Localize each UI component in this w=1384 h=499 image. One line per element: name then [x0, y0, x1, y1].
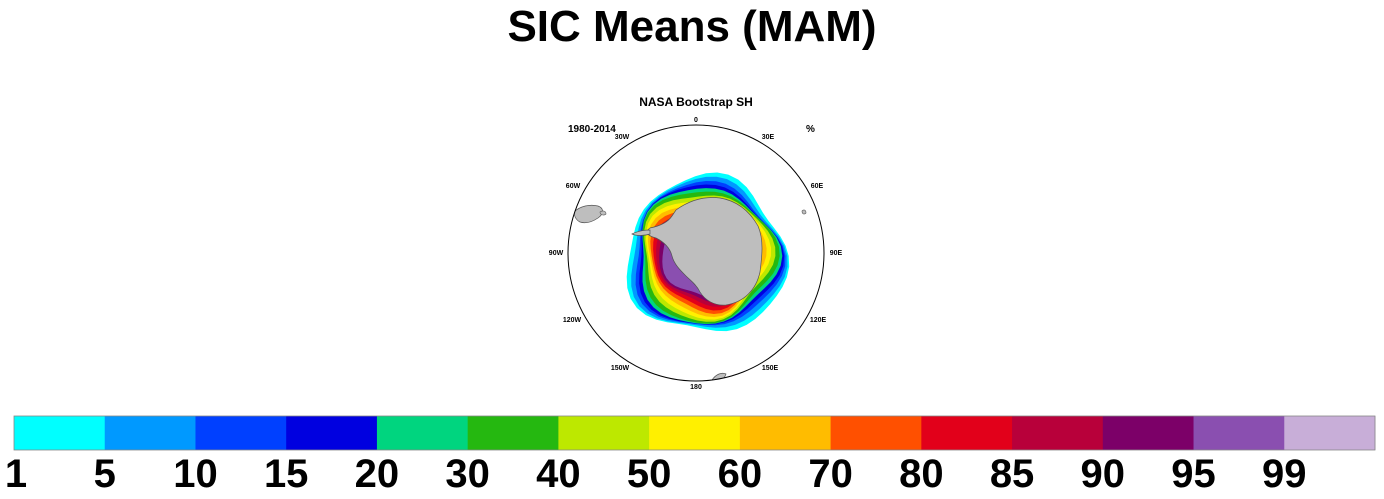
panel-title: NASA Bootstrap SH: [639, 95, 753, 109]
colorbar-tick-label: 1: [4, 452, 28, 496]
sea-ice-field: [573, 172, 807, 381]
colorbar-tick-label: 90: [1080, 452, 1126, 496]
longitude-label: 150W: [611, 365, 630, 372]
units-label: %: [806, 124, 815, 135]
longitude-label: 30E: [762, 134, 775, 141]
south-america-tip: [573, 204, 603, 224]
colorbar-box: [195, 416, 287, 450]
longitude-label: 60W: [566, 183, 581, 190]
colorbar-box: [286, 416, 378, 450]
colorbar-box: [1102, 416, 1195, 450]
colorbar-box: [1012, 416, 1104, 450]
colorbar-tick-label: 85: [989, 452, 1035, 496]
colorbar-tick-label: 20: [354, 452, 400, 496]
colorbar-tick-label: 60: [717, 452, 763, 496]
colorbar-tick-label: 15: [263, 452, 309, 496]
colorbar-box: [104, 416, 196, 450]
colorbar-tick-label: 70: [808, 452, 853, 496]
colorbar-tick-label: 50: [626, 452, 672, 496]
colorbar-tick-label: 80: [899, 452, 944, 496]
colorbar-tick-label: 99: [1262, 452, 1307, 496]
colorbar-box: [739, 416, 832, 450]
colorbar: [13, 415, 1376, 451]
colorbar-box: [1284, 416, 1376, 450]
longitude-labels: 0 30E 60E 90E 120E 150E 180 150W 120W 90W 60W 30W: [549, 117, 843, 391]
island-kerguelen: [801, 209, 807, 215]
colorbar-box: [14, 416, 106, 450]
longitude-label: 180: [690, 384, 702, 391]
antarctic-peninsula: [631, 229, 651, 236]
page-title: SIC Means (MAM): [507, 2, 877, 51]
longitude-label: 120W: [563, 317, 582, 324]
colorbar-box: [558, 416, 650, 450]
colorbar-tick-label: 40: [536, 452, 581, 496]
longitude-label: 0: [694, 117, 698, 124]
longitude-label: 60E: [811, 183, 824, 190]
longitude-label: 150E: [762, 365, 779, 372]
island-falklands: [599, 210, 607, 216]
colorbar-box: [467, 416, 559, 450]
longitude-label: 120E: [810, 317, 827, 324]
colorbar-box: [1193, 416, 1285, 450]
antarctica-landmass: [646, 197, 763, 306]
colorbar-tick-label: 30: [445, 452, 490, 496]
map-boundary-circle: [567, 124, 825, 382]
colorbar-box: [649, 416, 741, 450]
colorbar-box: [830, 416, 922, 450]
longitude-label: 30W: [615, 134, 630, 141]
colorbar-tick-label: 95: [1171, 452, 1216, 496]
period-label: 1980-2014: [568, 124, 616, 135]
longitude-label: 90W: [549, 250, 564, 257]
longitude-label: 90E: [830, 250, 843, 257]
colorbar-tick-label: 10: [173, 452, 218, 496]
colorbar-frame: [13, 415, 1376, 451]
colorbar-box: [376, 416, 469, 450]
colorbar-tick-label: 5: [93, 452, 116, 496]
colorbar-box: [921, 416, 1013, 450]
